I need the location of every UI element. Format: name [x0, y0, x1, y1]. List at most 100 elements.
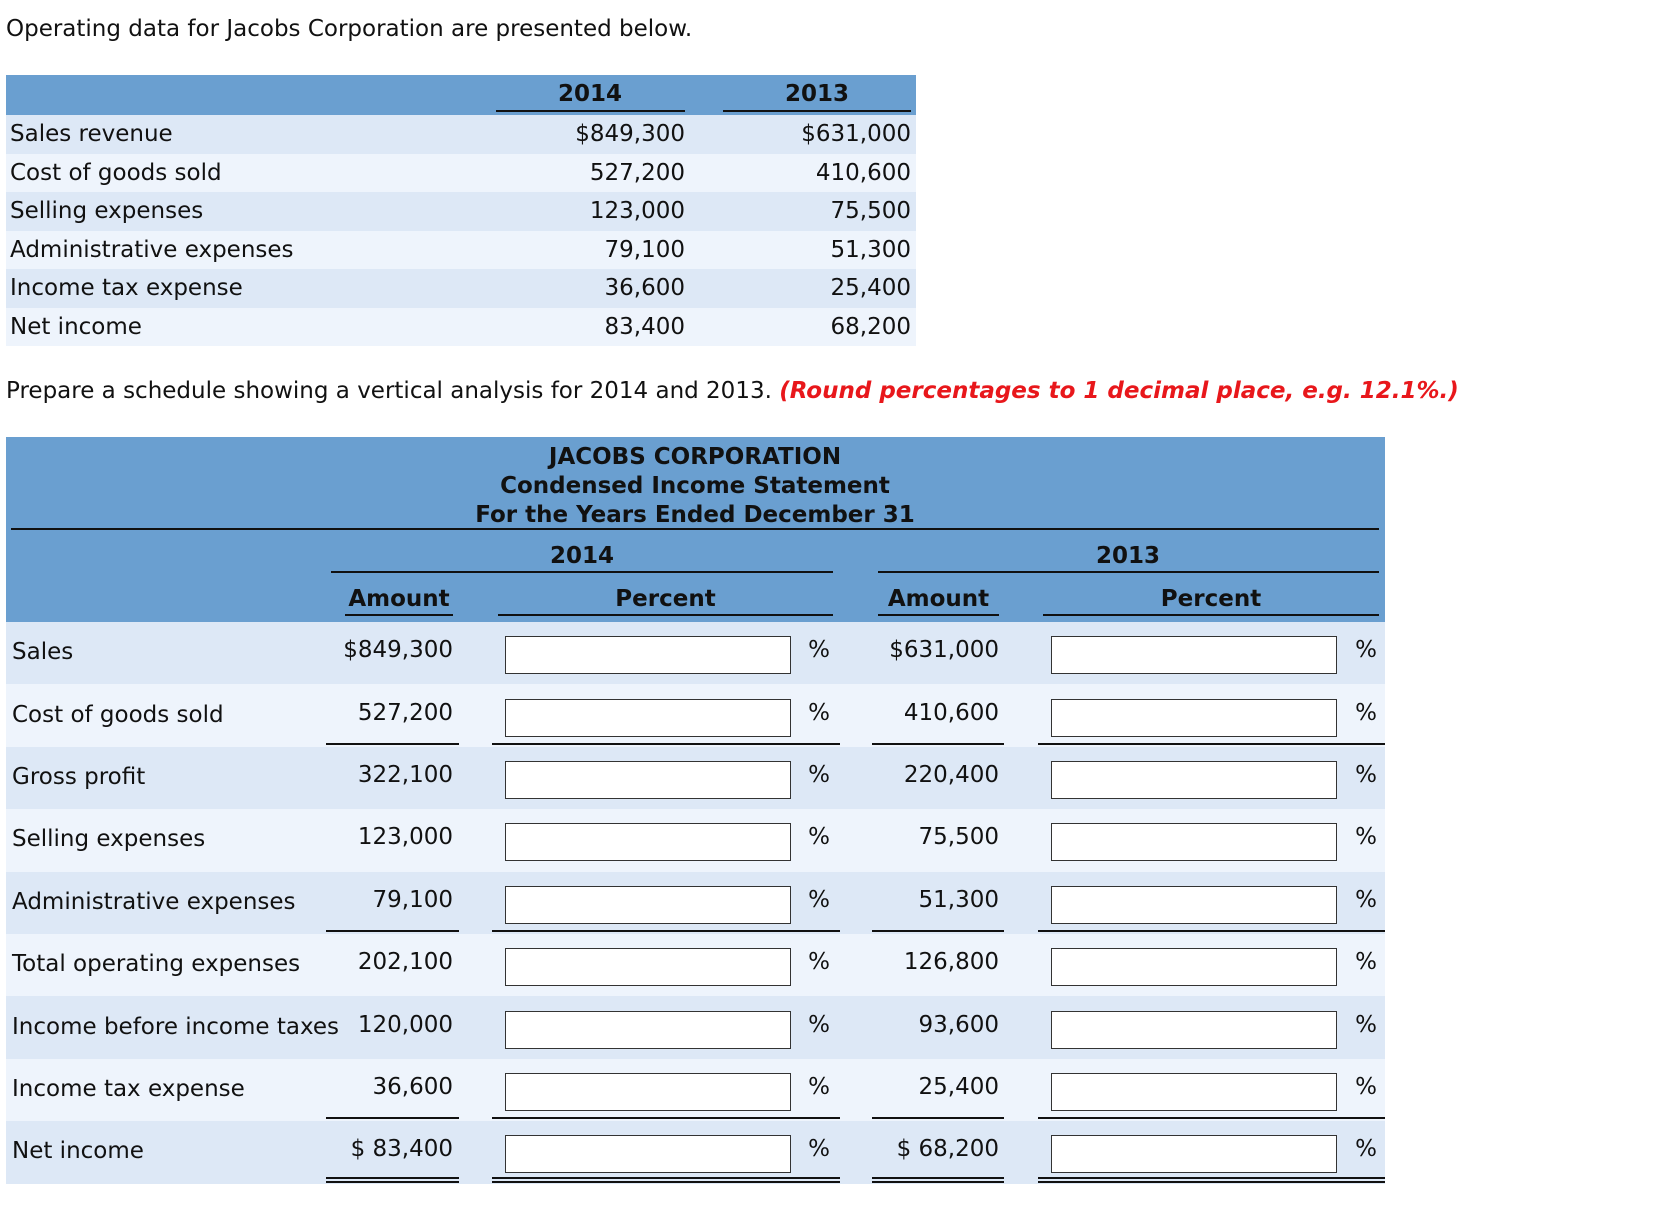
- intro: Operating data for Jacobs Corporation ar…: [6, 16, 693, 42]
- cell-value: 123,000: [589, 198, 685, 224]
- row-bg: [6, 192, 916, 231]
- rule: [872, 930, 1004, 932]
- percent-input[interactable]: [1051, 1135, 1337, 1174]
- column-header: Percent: [1160, 586, 1262, 612]
- row-bg: [6, 269, 916, 308]
- amount: 25,400: [918, 1074, 999, 1100]
- percent-sign: %: [808, 699, 830, 726]
- rule: [1038, 742, 1385, 745]
- row-label: Gross profit: [12, 764, 146, 790]
- rule: [1038, 1117, 1385, 1120]
- percent-input[interactable]: [505, 1010, 791, 1049]
- rule: [872, 742, 1004, 745]
- percent-sign: %: [808, 824, 830, 851]
- amount: 123,000: [357, 824, 453, 851]
- percent-input[interactable]: [1051, 1010, 1337, 1049]
- percent-input[interactable]: [505, 948, 791, 987]
- percent-input[interactable]: [505, 885, 791, 924]
- percent-input[interactable]: [1051, 698, 1337, 737]
- percent-input[interactable]: [1051, 823, 1337, 862]
- amount: 51,300: [918, 886, 999, 913]
- rule: [326, 1180, 459, 1183]
- amount: $631,000: [889, 637, 999, 664]
- rule: [1038, 1176, 1385, 1179]
- rule: [872, 1117, 1004, 1120]
- cell-value: 25,400: [830, 275, 911, 301]
- row-label: Income before income taxes: [12, 1013, 339, 1040]
- percent-sign: %: [1355, 949, 1377, 976]
- rule: [492, 742, 840, 745]
- percent-input[interactable]: [505, 823, 791, 862]
- row-bg: [6, 230, 916, 269]
- amount: 93,600: [918, 1011, 999, 1038]
- row-label: Total operating expenses: [12, 951, 301, 978]
- amount: 220,400: [903, 762, 999, 788]
- percent-sign: %: [808, 1136, 830, 1163]
- cell-value: 527,200: [589, 159, 685, 186]
- amount: 79,100: [372, 886, 453, 913]
- percent-sign: %: [1355, 824, 1377, 851]
- percent-input[interactable]: [505, 636, 791, 675]
- percent-input[interactable]: [505, 1135, 791, 1174]
- rule: [723, 110, 911, 112]
- percent-sign: %: [808, 1011, 830, 1038]
- rule: [872, 1180, 1004, 1183]
- cell-value: 51,300: [830, 236, 911, 263]
- rule: [331, 571, 833, 573]
- amount: 410,600: [903, 699, 999, 726]
- schedule-title: Condensed Income Statement: [500, 473, 890, 499]
- percent-input[interactable]: [1051, 636, 1337, 675]
- row-label: Sales: [12, 639, 74, 666]
- percent-input[interactable]: [505, 761, 791, 799]
- rule: [492, 1176, 840, 1179]
- rule: [345, 614, 453, 616]
- row-label: Net income: [10, 313, 142, 340]
- row-bg: [6, 307, 916, 346]
- cell-value: 79,100: [604, 236, 685, 263]
- percent-input[interactable]: [1051, 948, 1337, 987]
- schedule-title: JACOBS CORPORATION: [548, 444, 842, 470]
- cell-value: $631,000: [801, 121, 911, 147]
- rule: [878, 614, 999, 616]
- amount: 75,500: [918, 824, 999, 851]
- percent-sign: %: [808, 637, 830, 664]
- percent-sign: %: [1355, 1011, 1377, 1038]
- row-bg: [6, 115, 916, 154]
- percent-input[interactable]: [1051, 885, 1337, 924]
- instruction-note: (Round percentages to 1 decimal place, e…: [779, 378, 1459, 404]
- row-label: Selling expenses: [12, 826, 206, 853]
- cell-value: 83,400: [604, 313, 685, 340]
- cell-value: 36,600: [604, 275, 685, 301]
- row-label: Cost of goods sold: [10, 159, 222, 186]
- percent-input[interactable]: [505, 1073, 791, 1111]
- percent-input[interactable]: [1051, 1073, 1337, 1111]
- row-bg: [6, 153, 916, 192]
- rule: [492, 930, 840, 932]
- rule: [492, 1117, 840, 1120]
- row-label: Income tax expense: [10, 275, 243, 301]
- rule: [878, 571, 1379, 573]
- percent-sign: %: [1355, 886, 1377, 913]
- cell-value: 410,600: [815, 159, 911, 186]
- row-label: Sales revenue: [10, 121, 173, 147]
- amount: 120,000: [357, 1011, 453, 1038]
- percent-input[interactable]: [505, 698, 791, 737]
- percent-sign: %: [808, 886, 830, 913]
- percent-sign: %: [1355, 699, 1377, 726]
- rule: [11, 528, 1379, 530]
- rule: [872, 1176, 1004, 1179]
- rule: [326, 930, 459, 932]
- amount: 527,200: [357, 699, 453, 726]
- row-label: Selling expenses: [10, 198, 204, 224]
- rule: [498, 614, 833, 616]
- cell-value: $849,300: [575, 121, 685, 147]
- row-label: Income tax expense: [12, 1076, 245, 1102]
- percent-sign: %: [1355, 1136, 1377, 1163]
- cell-value: 68,200: [830, 313, 911, 340]
- amount: 322,100: [357, 762, 453, 788]
- year-header: 2013: [1095, 543, 1161, 569]
- amount: 202,100: [357, 949, 453, 976]
- percent-input[interactable]: [1051, 761, 1337, 799]
- table-header-bg: [6, 75, 916, 115]
